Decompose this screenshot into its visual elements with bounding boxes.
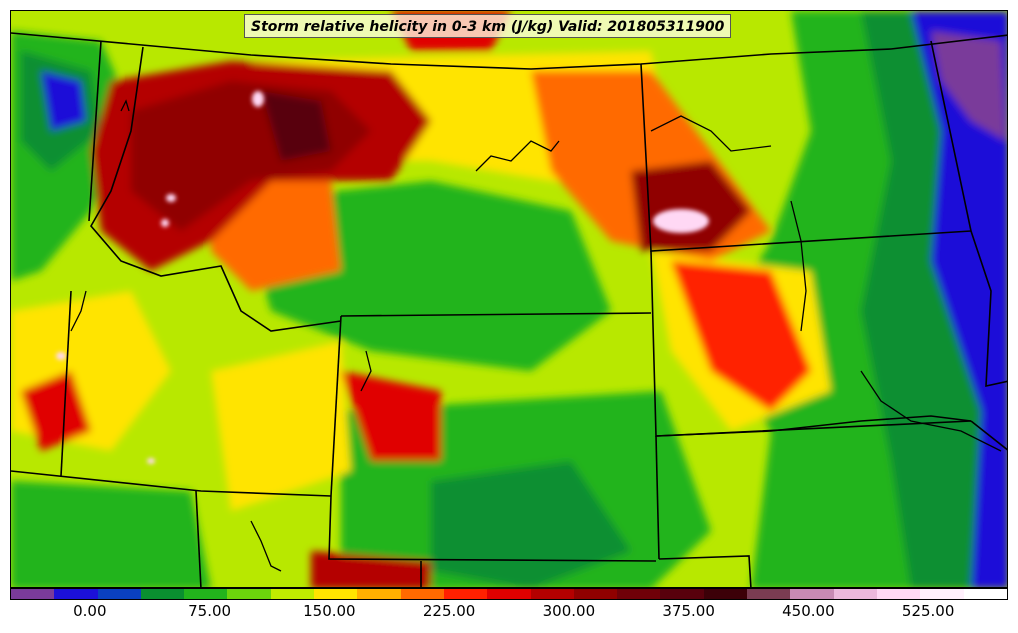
colorbar-swatch [660, 589, 704, 599]
boundary-ia-mo [970, 420, 1007, 451]
boundary-wy-west [330, 315, 342, 497]
helicity-map [11, 11, 1007, 587]
field-max-w3 [56, 352, 66, 360]
colorbar-swatch [357, 589, 401, 599]
colorbar-swatch [703, 589, 748, 599]
river-missouri-mt [475, 140, 560, 172]
field-fill [11, 11, 1007, 587]
river-missouri-ne [860, 370, 1002, 452]
boundary-mt-wy [340, 312, 652, 317]
boundary-co-north [328, 495, 657, 562]
colorbar-swatch [530, 589, 574, 599]
field-max-ne [653, 209, 709, 233]
colorbar-tick-label: 450.00 [782, 602, 835, 620]
field-maxima [56, 91, 709, 464]
boundary-or-nv [11, 470, 332, 497]
colorbar-tick-label: 0.00 [73, 602, 107, 620]
colorbar-swatch [833, 589, 877, 599]
field-max-nw [252, 91, 264, 107]
water-features [70, 99, 1002, 572]
colorbar-tick-label: 375.00 [662, 602, 715, 620]
colorbar-swatch [573, 589, 618, 599]
field-east-blue [911, 11, 1007, 587]
boundary-id-south [60, 290, 72, 477]
colorbar-swatch [443, 589, 488, 599]
boundary-ks-south [658, 555, 752, 587]
field-south-darkgreen [431, 461, 631, 587]
field-west-blue [41, 71, 86, 131]
field-sw-green [11, 481, 211, 587]
map-panel [10, 10, 1008, 588]
colorbar-swatch [184, 589, 228, 599]
colorbar [10, 588, 1008, 600]
colorbar-swatch [617, 589, 661, 599]
field-max-w2 [161, 219, 169, 227]
river-snake [70, 290, 87, 332]
colorbar-tick-label: 225.00 [422, 602, 476, 620]
colorbar-swatch [11, 589, 55, 599]
boundary-mo-river [655, 415, 972, 437]
boundary-ne-ks [655, 435, 660, 560]
colorbar-tick-label: 300.00 [542, 602, 596, 620]
colorbar-swatch [747, 589, 791, 599]
state-boundaries [11, 32, 1007, 587]
boundary-mn-east [930, 40, 1007, 388]
boundary-nv-ut [195, 490, 202, 587]
colorbar-swatch [920, 589, 964, 599]
field-red-band [671, 261, 811, 411]
colorbar-swatch [400, 589, 444, 599]
colorbar-swatch [54, 589, 98, 599]
colorbar-swatch [314, 589, 358, 599]
river-yellowstone [360, 350, 372, 392]
colorbar-tick-label: 75.00 [188, 602, 232, 620]
field-max-sw [147, 458, 155, 464]
colorbar-ticks: 0.00 75.00 150.00 225.00 300.00 375.00 450.00 5… [10, 600, 1008, 630]
colorbar-swatch [876, 589, 921, 599]
colorbar-swatch [487, 589, 531, 599]
colorbar-swatch [97, 589, 141, 599]
field-red-sw [341, 371, 441, 461]
colorbar-tick-label: 525.00 [901, 602, 955, 620]
colorbar-swatch [140, 589, 185, 599]
river-missouri-sd [790, 200, 807, 332]
boundary-id-mt [90, 46, 342, 332]
lake-flathead [120, 99, 130, 112]
colorbar-swatch [790, 589, 834, 599]
field-max-w1 [166, 194, 176, 202]
field-east-purple [931, 31, 1006, 141]
boundary-wa-id [88, 40, 102, 222]
colorbar-swatch [270, 589, 315, 599]
colorbar-swatch [963, 589, 1007, 599]
lake-sakakawea [650, 115, 772, 152]
field-yellow-south [211, 341, 351, 511]
colorbar-swatch [227, 589, 271, 599]
map-title: Storm relative helicity in 0-3 km (J/kg)… [244, 14, 732, 38]
field-red-west [21, 371, 91, 451]
field-peak-nw [261, 91, 331, 161]
boundary-canada [11, 32, 1007, 70]
colorbar-tick-label: 150.00 [303, 602, 356, 620]
great-salt-lake [250, 520, 282, 572]
